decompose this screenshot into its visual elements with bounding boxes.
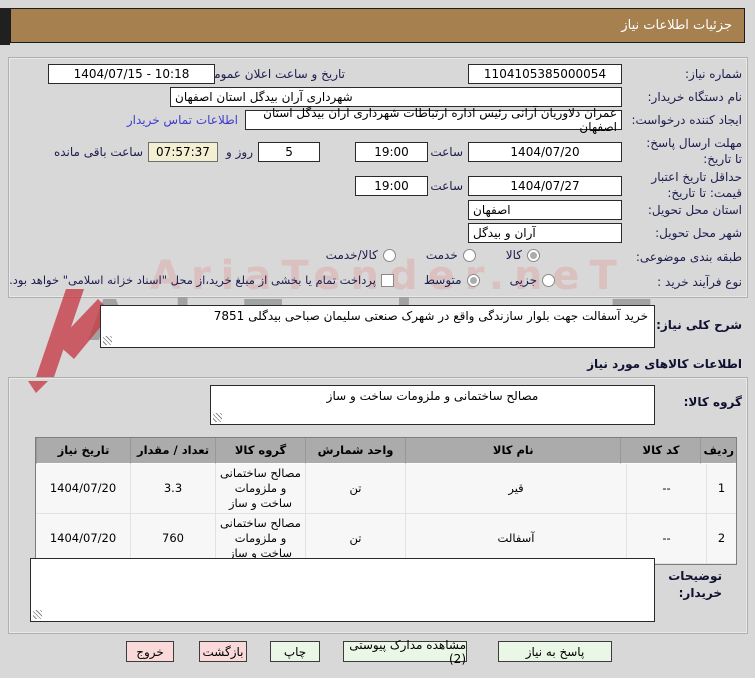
resize-handle[interactable] (33, 610, 42, 619)
reply-to-need-button[interactable]: پاسخ به نیاز (498, 641, 612, 662)
radio-option-label: کالا (505, 248, 522, 262)
price-hour-label: ساعت (430, 179, 463, 193)
table-cell: مصالح ساختمانی و ملزومات ساخت و ساز (215, 464, 305, 514)
table-header-cell: تعداد / مقدار (130, 438, 215, 464)
print-button[interactable]: چاپ (270, 641, 320, 662)
item-group-label: گروه کالا: (683, 395, 742, 409)
classification-options: کالا خدمت کالا/خدمت (296, 248, 540, 262)
table-header-cell: نام کالا (405, 438, 621, 464)
table-header-cell: کد کالا (620, 438, 701, 464)
city-label: شهر محل تحویل: (655, 226, 742, 240)
need-number-label: شماره نیاز: (685, 67, 742, 81)
buyer-org-field[interactable]: شهرداری آران بیدگل استان اصفهان (170, 87, 622, 107)
radio-icon[interactable] (542, 273, 555, 287)
need-description-label: شرح کلی نیاز: (656, 318, 742, 332)
table-cell: تن (305, 513, 405, 564)
table-header-cell: ردیف (700, 438, 736, 464)
buyer-contact-link[interactable]: اطلاعات تماس خریدار (126, 113, 238, 127)
radio-option-goods[interactable]: کالا (506, 248, 540, 262)
radio-option-medium[interactable]: متوسط (424, 273, 480, 287)
item-group-field[interactable]: مصالح ساختمانی و ملزومات ساخت و ساز (210, 385, 655, 425)
reply-deadline-time-field[interactable]: 19:00 (355, 142, 428, 162)
items-groupbox (8, 377, 748, 634)
reply-deadline-label: مهلت ارسال پاسخ: تا تاریخ: (646, 136, 742, 166)
radio-option-label: کالا/خدمت (325, 248, 378, 262)
buyer-notes-textarea[interactable] (30, 558, 655, 622)
remaining-days-field[interactable]: 5 (258, 142, 320, 162)
reply-hour-label: ساعت (430, 145, 463, 159)
page-title: جزئیات اطلاعات نیاز (10, 8, 745, 43)
classification-label: طبقه بندی موضوعی: (635, 250, 742, 264)
radio-icon[interactable] (466, 273, 480, 287)
remaining-days-label: روز و (226, 145, 253, 159)
radio-icon[interactable] (462, 248, 476, 262)
province-label: استان محل تحویل: (647, 203, 742, 217)
table-header-cell: واحد شمارش (305, 438, 405, 464)
table-cell: قیر (405, 464, 626, 514)
main-form-groupbox (8, 57, 748, 298)
table-row: 2 -- آسفالت تن مصالح ساختمانی و ملزومات ساخت… (36, 513, 736, 564)
province-field[interactable]: اصفهان (468, 200, 622, 220)
back-button[interactable]: بازگشت (199, 641, 247, 662)
table-header-row: ردیف کد کالا نام کالا واحد شمارش گروه کالا تع… (36, 438, 736, 464)
announce-datetime-field[interactable]: 1404/07/15 - 10:18 (48, 64, 215, 84)
buyer-org-label: نام دستگاه خریدار: (647, 90, 743, 104)
table-cell: تن (305, 464, 405, 514)
resize-handle[interactable] (103, 336, 112, 345)
request-creator-label: ایجاد کننده درخواست: (631, 113, 742, 127)
radio-option-label: متوسط (423, 273, 462, 287)
table-cell: 1 (706, 464, 736, 514)
table-header-cell: گروه کالا (215, 438, 305, 464)
announce-datetime-label: تاریخ و ساعت اعلان عمومی: (200, 67, 345, 81)
table-cell: 760 (130, 513, 215, 564)
resize-handle[interactable] (213, 413, 222, 422)
table-cell: 3.3 (130, 464, 215, 514)
exit-button[interactable]: خروج (126, 641, 174, 662)
radio-option-label: جزیی (509, 273, 537, 287)
need-number-field[interactable]: 1104105385000054 (468, 64, 622, 84)
items-section-heading: اطلاعات کالاهای مورد نیاز (587, 357, 742, 371)
buyer-notes-label: توضیحات خریدار: (668, 569, 722, 600)
request-creator-field[interactable]: عمران دلاوریان آرانی رئیس اداره ارتباطات… (245, 106, 622, 134)
table-cell: آسفالت (405, 513, 626, 564)
process-type-label: نوع فرآیند خرید : (657, 275, 742, 289)
radio-option-label: خدمت (425, 248, 458, 262)
remaining-countdown-field[interactable]: 07:57:37 (148, 142, 218, 162)
table-row: 1 -- قیر تن مصالح ساختمانی و ملزومات ساخت و … (36, 464, 736, 514)
table-cell: -- (626, 513, 706, 564)
table-cell: 1404/07/20 (36, 514, 130, 564)
price-validity-time-field[interactable]: 19:00 (355, 176, 428, 196)
need-description-textarea[interactable]: خرید آسفالت جهت بلوار سازندگی واقع در شه… (100, 305, 655, 348)
table-cell: 1404/07/20 (36, 464, 130, 514)
process-type-options: جزیی متوسط پرداخت تمام یا بخشی از مبلغ خ… (1, 273, 555, 287)
table-cell: مصالح ساختمانی و ملزومات ساخت و ساز (215, 513, 305, 564)
city-field[interactable]: آران و بیدگل (468, 223, 622, 243)
price-validity-label: حداقل تاریخ اعتبار قیمت: تا تاریخ: (651, 170, 742, 200)
islamic-treasury-checkbox[interactable]: پرداخت تمام یا بخشی از مبلغ خرید،از محل … (9, 273, 394, 287)
radio-icon[interactable] (527, 248, 540, 262)
window-edge (0, 8, 10, 45)
radio-option-minor[interactable]: جزیی (510, 273, 555, 287)
items-table: ردیف کد کالا نام کالا واحد شمارش گروه کالا تع… (35, 437, 737, 565)
checkbox-label: پرداخت تمام یا بخشی از مبلغ خرید،از محل … (9, 273, 376, 287)
table-header-cell: تاریخ نیاز (36, 438, 130, 464)
price-validity-date-field[interactable]: 1404/07/27 (468, 176, 622, 196)
radio-option-service[interactable]: خدمت (426, 248, 476, 262)
view-attachments-button[interactable]: مشاهده مدارک پیوستی (2) (343, 638, 467, 666)
table-cell: -- (626, 464, 706, 514)
radio-icon[interactable] (382, 248, 396, 262)
table-cell: 2 (706, 513, 736, 564)
reply-deadline-date-field[interactable]: 1404/07/20 (468, 142, 622, 162)
radio-option-goods-service[interactable]: کالا/خدمت (326, 248, 396, 262)
remaining-suffix-label: ساعت باقی مانده (53, 145, 143, 159)
checkbox-icon[interactable] (380, 273, 394, 287)
